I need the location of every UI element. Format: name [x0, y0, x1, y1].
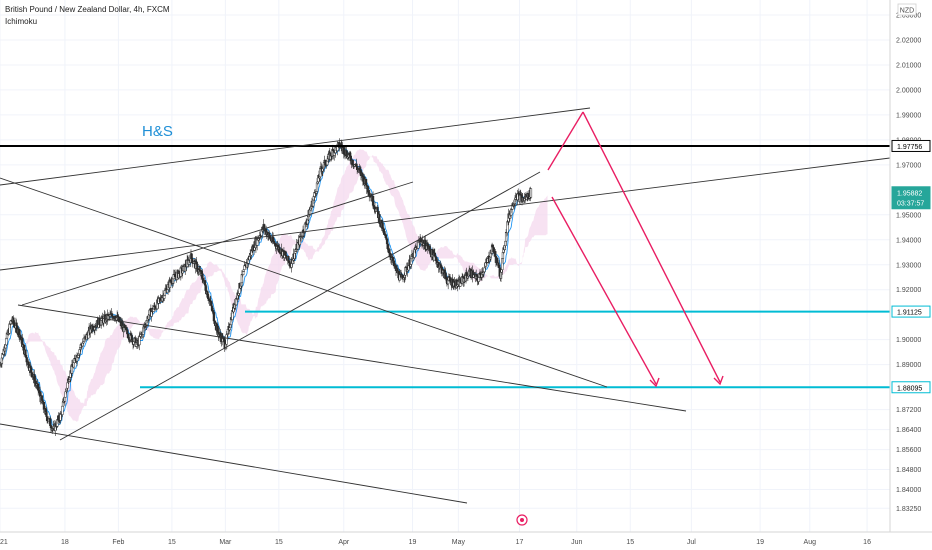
x-tick-label: Feb: [112, 539, 124, 546]
price-axis-background: [890, 0, 932, 550]
event-marker[interactable]: [516, 514, 528, 526]
arrowhead-1: [649, 377, 660, 388]
candle-body: [30, 367, 33, 373]
currency-badge: NZD: [897, 3, 917, 16]
price-labels: 1.97756 1.95882 03:37:57 1.91125 1.88095: [891, 139, 931, 394]
trendline-descending-2: [17, 304, 687, 412]
x-tick-label: 18: [61, 539, 69, 546]
candle-body: [483, 267, 486, 272]
trendline-inner-rise: [21, 181, 414, 306]
y-tick-label: 1.86400: [896, 427, 921, 434]
candle-body: [24, 349, 27, 356]
x-tick-label: 19: [756, 539, 764, 546]
candle-body: [181, 270, 184, 274]
y-tick-label: 1.83250: [896, 506, 921, 513]
y-tick-label: 1.93000: [896, 262, 921, 269]
y-tick-label: 1.94000: [896, 237, 921, 244]
flag-dot-icon: [520, 518, 524, 522]
y-tick-label: 2.03000: [896, 12, 921, 19]
trendline-lower-bound: [0, 423, 468, 504]
y-tick-label: 1.92000: [896, 287, 921, 294]
x-tick-label: 2021: [0, 539, 8, 546]
candle-body: [30, 372, 33, 377]
y-tick-label: 1.99000: [896, 112, 921, 119]
y-tick-label: 1.95000: [896, 212, 921, 219]
currency-label: NZD: [900, 8, 914, 15]
x-tick-label: Jun: [571, 539, 582, 546]
cloud-area: [16, 149, 548, 422]
time-axis[interactable]: 2021 18 Feb 15 Mar 15 Apr 19 May 17 Jun 15 Jul 19 Aug 1…: [0, 539, 871, 546]
x-tick-label: 15: [626, 539, 634, 546]
candle-body: [326, 160, 329, 166]
hs-annotation[interactable]: H&S: [142, 123, 173, 140]
time-axis-background: [0, 532, 932, 550]
candle-body: [61, 405, 64, 415]
trendline-neckline: [0, 157, 891, 271]
trendline-lower-rise: [59, 171, 541, 441]
x-tick-label: Jul: [687, 539, 696, 546]
candle-body: [477, 277, 480, 282]
chart-title: British Pound / New Zealand Dollar, 4h, …: [5, 5, 170, 14]
price-label-text: 1.91125: [897, 310, 922, 317]
candle-body: [163, 290, 167, 296]
candle-series: [0, 138, 533, 437]
price-label-box: [891, 305, 931, 318]
chart-legend: British Pound / New Zealand Dollar, 4h, …: [5, 5, 170, 26]
indicator-label[interactable]: Ichimoku: [5, 17, 37, 26]
candle-body: [66, 382, 69, 389]
price-label-text: 1.95882: [897, 190, 922, 197]
x-tick-label: 15: [168, 539, 176, 546]
grid: [0, 0, 890, 532]
x-tick-label: May: [452, 539, 466, 546]
price-label-box: [891, 186, 931, 210]
y-tick-label: 1.97000: [896, 162, 921, 169]
x-tick-label: Mar: [219, 539, 232, 546]
y-tick-label: 1.84800: [896, 467, 921, 474]
ichimoku-cloud: [16, 149, 548, 422]
arrowhead-2: [713, 375, 724, 386]
x-tick-label: 17: [516, 539, 524, 546]
x-tick-label: 16: [863, 539, 871, 546]
candle-body: [529, 188, 533, 198]
y-tick-label: 2.01000: [896, 62, 921, 69]
y-tick-label: 1.87200: [896, 407, 921, 414]
candle-body: [385, 238, 389, 245]
y-tick-label: 1.90000: [896, 337, 921, 344]
y-tick-label: 2.02000: [896, 37, 921, 44]
candle-body: [190, 253, 193, 259]
trendline-descending: [0, 177, 608, 388]
candle-body: [242, 269, 245, 272]
trendline-upper-channel: [0, 107, 591, 186]
countdown-label: 03:37:57: [897, 200, 924, 207]
x-tick-label: 15: [275, 539, 283, 546]
x-tick-label: Apr: [338, 539, 350, 546]
projection-down-stroke-2: [551, 196, 657, 385]
candle-body: [63, 396, 67, 402]
projection-down-stroke-1: [582, 111, 721, 383]
y-tick-label: 1.85600: [896, 447, 921, 454]
x-tick-label: 19: [409, 539, 417, 546]
price-label-text: 1.97756: [897, 144, 922, 151]
x-tick-label: Aug: [804, 539, 817, 546]
y-tick-label: 2.00000: [896, 87, 921, 94]
projection-up-stroke: [547, 111, 584, 171]
candle-body: [382, 228, 386, 232]
price-label-box: [891, 139, 931, 152]
y-tick-label: 1.89000: [896, 362, 921, 369]
candle-body: [376, 206, 379, 212]
price-label-text: 1.88095: [897, 385, 922, 392]
price-axis[interactable]: 2.030002.020002.010002.000001.990001.980…: [896, 12, 921, 512]
currency-badge-box: [897, 3, 917, 16]
drawings: [0, 107, 891, 504]
y-tick-label: 1.84000: [896, 487, 921, 494]
price-label-box: [891, 381, 931, 394]
